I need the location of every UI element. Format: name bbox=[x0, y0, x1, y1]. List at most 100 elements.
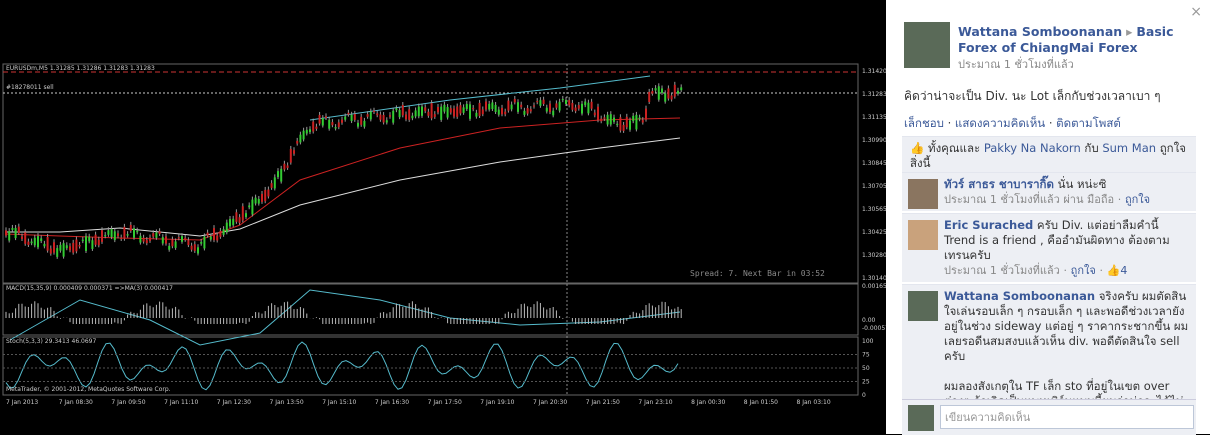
candle bbox=[254, 197, 257, 204]
candle bbox=[609, 114, 612, 125]
candle bbox=[494, 104, 497, 112]
time-label: 7 Jan 19:10 bbox=[480, 399, 514, 406]
liker[interactable]: Sum Man bbox=[1102, 141, 1157, 155]
time-label: 7 Jan 12:30 bbox=[217, 399, 251, 406]
candle bbox=[587, 102, 590, 114]
candle bbox=[481, 109, 484, 115]
candle bbox=[168, 245, 171, 250]
time-label: 7 Jan 11:10 bbox=[164, 399, 198, 406]
candle bbox=[203, 236, 206, 249]
comment: Wattana Somboonanan จริงครับ ผมตัดสินใจเ… bbox=[902, 284, 1196, 400]
time-label: 8 Jan 03:10 bbox=[797, 399, 831, 406]
candle bbox=[657, 86, 660, 100]
candle bbox=[40, 238, 43, 242]
candle bbox=[193, 244, 196, 251]
candle bbox=[91, 240, 94, 249]
candle bbox=[632, 115, 635, 122]
comment: ทัวร์ สาธร ชาบารากิ๊ด นั่น หน่ะซิ ประมาณ … bbox=[902, 172, 1196, 211]
candle bbox=[347, 112, 350, 115]
candle bbox=[72, 242, 75, 253]
candle bbox=[574, 107, 577, 112]
candle bbox=[529, 109, 532, 112]
candle bbox=[581, 103, 583, 114]
candle bbox=[603, 117, 606, 119]
candle bbox=[437, 106, 439, 113]
candle bbox=[491, 102, 494, 110]
candle bbox=[321, 118, 324, 126]
candle bbox=[59, 244, 62, 251]
comment-time: ประมาณ 1 ชั่วโมงที่แล้ว ผ่าน มือถือ bbox=[944, 193, 1115, 206]
like-link[interactable]: ถูกใจ bbox=[1124, 193, 1151, 206]
like-link[interactable]: ถูกใจ bbox=[1070, 264, 1096, 277]
candle bbox=[513, 98, 516, 103]
candle bbox=[449, 108, 452, 113]
candle bbox=[283, 163, 286, 170]
time-label: 8 Jan 01:50 bbox=[744, 399, 778, 406]
time-label: 7 Jan 09:50 bbox=[111, 399, 145, 406]
candle bbox=[350, 114, 353, 122]
candle bbox=[392, 110, 395, 123]
candle bbox=[395, 108, 398, 111]
candle bbox=[398, 110, 401, 118]
close-button[interactable]: × bbox=[1190, 4, 1202, 20]
candle bbox=[293, 150, 295, 154]
time-label: 7 Jan 13:50 bbox=[270, 399, 304, 406]
candle bbox=[625, 116, 628, 128]
stoch-tick: 25 bbox=[862, 379, 870, 386]
macd-tick: 0.001659 bbox=[862, 283, 886, 290]
candle bbox=[110, 228, 113, 238]
candle bbox=[113, 231, 116, 241]
comment-text-2: ผมลองสังเกตุใน TF เล็ก sto ที่อยู่ในเขต … bbox=[944, 379, 1183, 400]
candle bbox=[213, 228, 215, 241]
chart-image: 1.31420 1.31283 1.31135 1.30990 1.30845 1.307… bbox=[2, 63, 886, 406]
candle bbox=[49, 248, 52, 254]
candle bbox=[651, 90, 654, 94]
action[interactable]: เล็กชอบ bbox=[904, 116, 944, 130]
comment-author[interactable]: Wattana Somboonanan bbox=[944, 289, 1096, 303]
price-label: 1.31283 bbox=[862, 91, 886, 98]
candle bbox=[446, 106, 449, 118]
candle bbox=[133, 228, 135, 238]
candle bbox=[232, 218, 235, 226]
candle bbox=[145, 240, 148, 244]
candle bbox=[478, 102, 481, 117]
liker[interactable]: Pakky Na Nakorn bbox=[983, 141, 1081, 155]
candle bbox=[30, 241, 33, 244]
comment-input[interactable]: เขียนความคิดเห็น bbox=[940, 405, 1194, 429]
candle bbox=[149, 237, 151, 241]
candle bbox=[126, 234, 129, 236]
candle bbox=[376, 113, 379, 116]
candle bbox=[107, 230, 110, 235]
candle bbox=[648, 91, 651, 103]
likes-lead: ทั้งคุณและ bbox=[927, 141, 981, 155]
action[interactable]: ติดตามโพสต์ bbox=[1056, 116, 1121, 130]
group[interactable]: Basic Forex of ChiangMai Forex bbox=[958, 24, 1174, 55]
candle bbox=[101, 230, 103, 242]
comment-author[interactable]: Eric Surached bbox=[944, 218, 1034, 232]
price-label: 1.30565 bbox=[862, 206, 886, 213]
candle bbox=[155, 232, 158, 238]
candle bbox=[555, 103, 558, 108]
candle bbox=[88, 236, 91, 242]
comment-time: ประมาณ 1 ชั่วโมงที่แล้ว bbox=[944, 264, 1060, 277]
order-label: #18278011 sell bbox=[6, 84, 54, 91]
copyright: MetaTrader, © 2001-2012, MetaQuotes Soft… bbox=[6, 386, 171, 393]
candle bbox=[433, 114, 436, 117]
candle bbox=[136, 230, 139, 233]
candle bbox=[565, 100, 567, 105]
author[interactable]: Wattana Somboonanan bbox=[958, 24, 1123, 39]
candle bbox=[69, 246, 71, 251]
candle bbox=[184, 237, 187, 240]
likes-tail: ถูกใจสิ่งนี้ bbox=[910, 141, 1186, 170]
action[interactable]: แสดงความคิดเห็น bbox=[954, 116, 1046, 130]
candle bbox=[504, 111, 507, 115]
candle bbox=[273, 177, 276, 189]
candle bbox=[222, 229, 225, 235]
candle bbox=[225, 222, 228, 233]
candle bbox=[85, 236, 87, 251]
candle bbox=[526, 108, 529, 114]
candle bbox=[43, 243, 46, 247]
comment-author[interactable]: ทัวร์ สาธร ชาบารากิ๊ด bbox=[944, 177, 1054, 191]
spread: Spread: 7. Next Bar in 03:52 bbox=[690, 269, 825, 278]
